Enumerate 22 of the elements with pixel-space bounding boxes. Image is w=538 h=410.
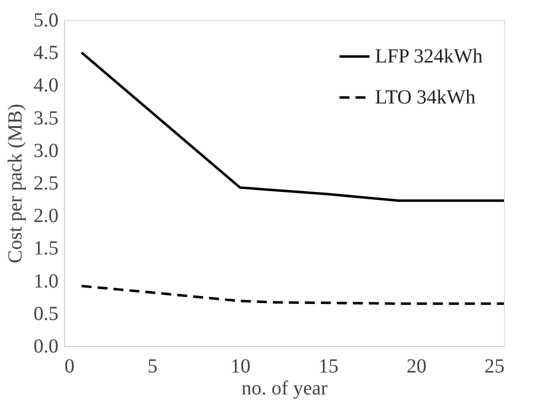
y-tick-label: 0.0: [34, 336, 58, 358]
line-series: [80, 284, 506, 305]
x-tick-label: 5: [148, 356, 158, 378]
y-tick-label: 4.0: [34, 74, 58, 97]
x-axis-title: no. of year: [241, 378, 328, 400]
y-axis-title: Cost per pack (MB): [4, 104, 26, 264]
x-tick-label: 0: [64, 356, 74, 378]
y-tick-label: 2.0: [34, 205, 58, 228]
x-tick-label: 15: [318, 356, 338, 378]
y-tick-label: 4.5: [34, 42, 58, 64]
y-tick-label: 3.5: [34, 107, 58, 130]
y-tick-label: 1.5: [34, 238, 58, 260]
x-tick-label: 20: [406, 356, 426, 378]
y-tick-label: 2.5: [34, 172, 58, 194]
x-tick-label: 25: [484, 356, 504, 378]
legend-label: LFP 324kWh: [375, 46, 483, 68]
legend-label: LTO 34kWh: [375, 86, 476, 108]
y-tick-label: 1.0: [34, 270, 58, 292]
y-tick-label: 5.0: [34, 10, 58, 32]
y-tick-label: 3.0: [34, 140, 58, 162]
y-tick-label: 0.5: [34, 302, 58, 325]
x-tick-label: 10: [230, 356, 250, 378]
